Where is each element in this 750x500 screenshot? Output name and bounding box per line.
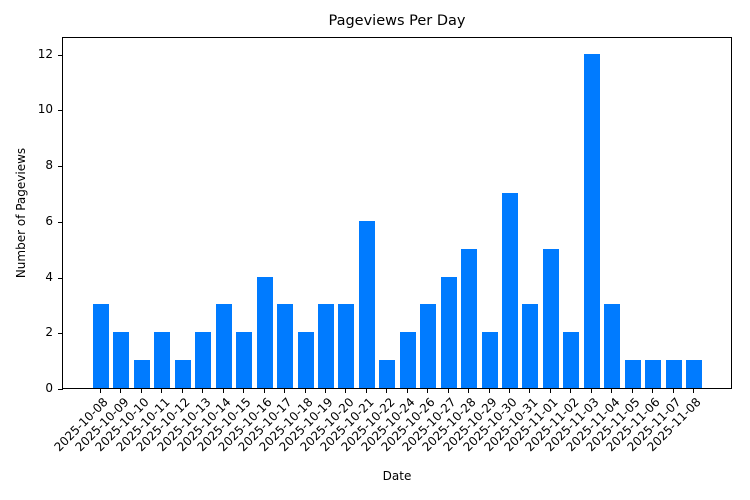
x-tick xyxy=(570,388,572,393)
bar xyxy=(358,220,375,388)
bar xyxy=(256,276,273,388)
y-tick xyxy=(58,389,63,390)
x-tick xyxy=(549,388,551,393)
plot-area: 2025-10-08 2025-10-09 2025-10-10 2025-10-11… xyxy=(38,37,732,454)
y-tick-label: 6 xyxy=(45,213,53,228)
y-tick xyxy=(58,166,63,168)
x-tick xyxy=(529,388,531,393)
x-tick xyxy=(672,388,674,393)
x-tick xyxy=(509,388,510,393)
x-axis-label: Date xyxy=(382,469,412,483)
y-tick xyxy=(58,110,63,112)
bar xyxy=(154,332,171,388)
bar xyxy=(236,332,253,388)
bar xyxy=(481,332,498,388)
bar xyxy=(502,193,518,388)
bar xyxy=(563,332,580,388)
y-tick xyxy=(58,54,63,56)
x-tick xyxy=(324,388,326,393)
x-tick xyxy=(590,388,592,393)
x-tick xyxy=(693,388,695,393)
x-tick xyxy=(631,388,633,393)
y-tick-label: 10 xyxy=(37,102,53,117)
y-tick-label: 12 xyxy=(37,46,53,61)
bar xyxy=(379,360,396,388)
x-tick xyxy=(140,388,142,393)
bar xyxy=(174,360,191,388)
bar xyxy=(420,304,437,388)
x-tick xyxy=(488,388,490,393)
bar xyxy=(440,276,457,388)
bar xyxy=(297,332,314,388)
x-tick xyxy=(120,388,122,393)
x-tick xyxy=(427,388,429,393)
x-tick xyxy=(406,388,408,393)
x-tick xyxy=(263,388,265,393)
bar xyxy=(665,360,682,388)
y-tick xyxy=(58,333,63,335)
x-tick xyxy=(468,388,470,393)
x-tick xyxy=(243,388,245,393)
y-tick-label: 8 xyxy=(45,158,53,173)
chart-title: Pageviews Per Day xyxy=(328,13,466,29)
bar xyxy=(542,248,559,388)
x-tick xyxy=(181,388,183,393)
bar xyxy=(461,248,478,388)
bar xyxy=(317,304,334,388)
y-tick xyxy=(58,277,63,279)
x-tick xyxy=(202,388,204,393)
x-tick xyxy=(365,388,367,393)
bar xyxy=(399,332,416,388)
bar xyxy=(133,360,150,388)
x-tick xyxy=(386,388,388,393)
bar xyxy=(338,304,355,388)
x-tick xyxy=(100,388,101,393)
bar xyxy=(113,332,130,388)
bar xyxy=(93,304,109,388)
x-tick xyxy=(161,388,163,393)
bar xyxy=(583,53,600,388)
x-tick xyxy=(447,388,449,393)
bar xyxy=(277,304,294,388)
y-tick xyxy=(58,221,63,223)
x-tick xyxy=(284,388,286,393)
bar xyxy=(215,304,232,388)
y-axis-label: Number of Pageviews xyxy=(14,147,28,279)
y-tick-label: 4 xyxy=(45,269,53,284)
y-tick-label: 0 xyxy=(45,381,53,395)
x-tick xyxy=(611,388,613,393)
y-tick-label: 2 xyxy=(45,325,53,340)
x-tick xyxy=(652,388,654,393)
bar xyxy=(522,304,539,388)
bar xyxy=(645,360,662,388)
bar xyxy=(686,360,703,388)
x-tick xyxy=(304,388,306,393)
bar xyxy=(604,304,621,388)
x-tick xyxy=(345,388,347,393)
bar xyxy=(624,360,641,388)
bar xyxy=(195,332,212,388)
x-tick xyxy=(222,388,224,393)
